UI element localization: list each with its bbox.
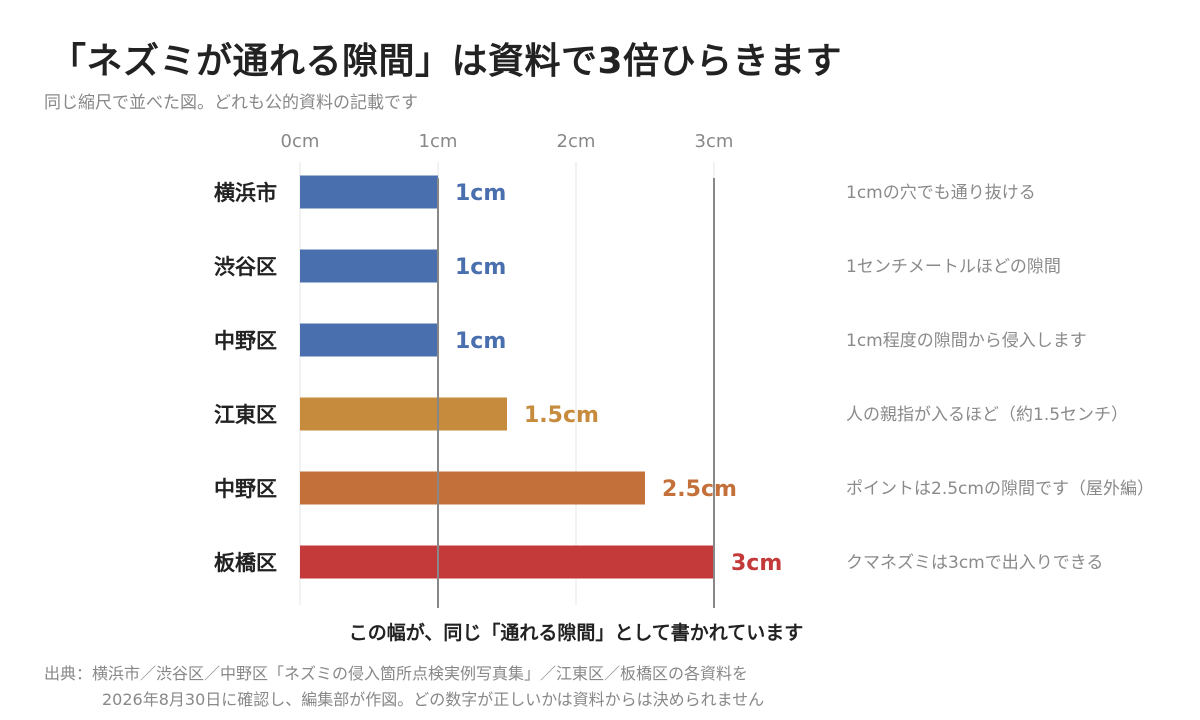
- chart-title: 「ネズミが通れる隙間」は資料で3倍ひらきます: [50, 41, 843, 82]
- x-tick-label: 1cm: [419, 131, 458, 152]
- category-label: 渋谷区: [214, 255, 277, 279]
- category-label: 江東区: [214, 403, 277, 427]
- chart-subtitle: 同じ縮尺で並べた図。どれも公的資料の記載です: [44, 93, 418, 113]
- bar-note: 人の親指が入るほど（約1.5センチ）: [846, 405, 1128, 425]
- bar-value-label: 3cm: [731, 551, 782, 576]
- chart-caption: この幅が、同じ「通れる隙間」として書かれています: [348, 622, 804, 644]
- bar-note: 1センチメートルほどの隙間: [846, 257, 1061, 277]
- bar-value-label: 1cm: [455, 329, 506, 354]
- category-label: 中野区: [214, 329, 277, 353]
- bar-value-label: 1cm: [455, 181, 506, 206]
- bar-note: 1cmの穴でも通り抜ける: [846, 183, 1036, 203]
- bar: [300, 323, 438, 357]
- bar-value-label: 2.5cm: [662, 477, 737, 502]
- x-tick-label: 3cm: [695, 131, 734, 152]
- bar-value-label: 1.5cm: [524, 403, 599, 428]
- bar-note: クマネズミは3cmで出入りできる: [846, 553, 1103, 573]
- bar-note: ポイントは2.5cmの隙間です（屋外編）: [846, 479, 1154, 499]
- x-tick-label: 2cm: [557, 131, 596, 152]
- bar: [300, 545, 714, 579]
- bar: [300, 397, 507, 431]
- bar: [300, 249, 438, 283]
- bar-value-label: 1cm: [455, 255, 506, 280]
- bar: [300, 175, 438, 209]
- source-line-2: 2026年8月30日に確認し、編集部が作図。どの数字が正しいかは資料からは決めら…: [102, 690, 765, 709]
- category-label: 板橋区: [214, 551, 277, 575]
- bar: [300, 471, 645, 505]
- bar-note: 1cm程度の隙間から侵入します: [846, 331, 1087, 351]
- category-label: 中野区: [214, 477, 277, 501]
- source-line-1: 出典：横浜市／渋谷区／中野区「ネズミの侵入箇所点検実例写真集」／江東区／板橋区の…: [44, 664, 749, 683]
- category-label: 横浜市: [214, 181, 277, 205]
- x-tick-label: 0cm: [281, 131, 320, 152]
